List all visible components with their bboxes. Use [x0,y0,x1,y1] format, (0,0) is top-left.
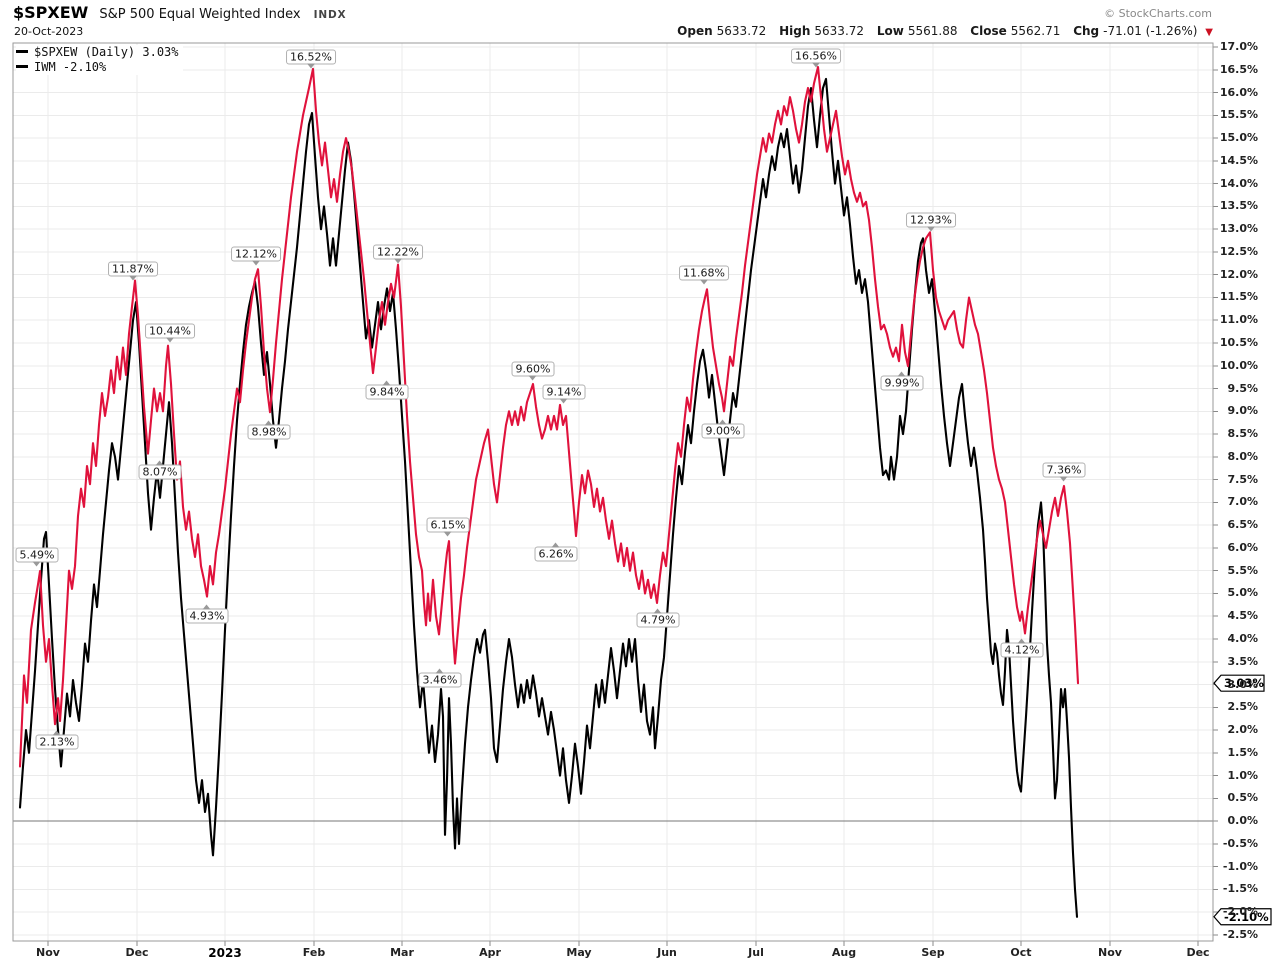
legend-iwm-label: IWM -2.10% [34,60,107,74]
legend-item-iwm: IWM -2.10% [16,60,183,75]
axis-value-badge [1213,674,1265,692]
low-value: 5561.88 [907,24,958,38]
symbol-name: S&P 500 Equal Weighted Index [99,7,301,22]
stockcharts-credit-link[interactable]: © StockCharts.com [1104,7,1212,20]
ohlc-row: Open 5633.72 High 5633.72 Low 5561.88 Close… [677,24,1213,38]
open-value: 5633.72 [716,24,767,38]
close-label: Close [970,24,1007,38]
axis-value-badge-text: -2.10% [1224,910,1269,924]
plot-frame [12,42,1214,942]
legend-spxew-label: $SPXEW (Daily) 3.03% [34,45,179,59]
change-label: Chg [1073,24,1100,38]
open-label: Open [677,24,713,38]
high-label: High [779,24,811,38]
axis-value-badge [1213,908,1272,926]
iwm-price-line [18,77,1079,918]
high-value: 5633.72 [814,24,865,38]
chart-date: 20-Oct-2023 [14,25,84,38]
low-label: Low [876,24,904,38]
iwm-line-swatch-icon [16,65,28,68]
symbol-exchange: INDX [313,9,347,21]
spxew-price-line [18,65,1080,768]
change-value: -71.01 (-1.26%) [1103,24,1198,38]
spxew-line-swatch-icon [16,50,28,53]
legend-item-spxew: $SPXEW (Daily) 3.03% [16,45,183,60]
chart-title: $SPXEW S&P 500 Equal Weighted Index INDX [13,3,346,22]
legend: $SPXEW (Daily) 3.03% IWM -2.10% [16,45,183,75]
change-down-triangle-icon: ▼ [1205,27,1213,38]
axis-value-badge-text: 3.03% [1224,676,1264,690]
close-value: 5562.71 [1010,24,1061,38]
symbol-ticker: $SPXEW [13,3,89,22]
